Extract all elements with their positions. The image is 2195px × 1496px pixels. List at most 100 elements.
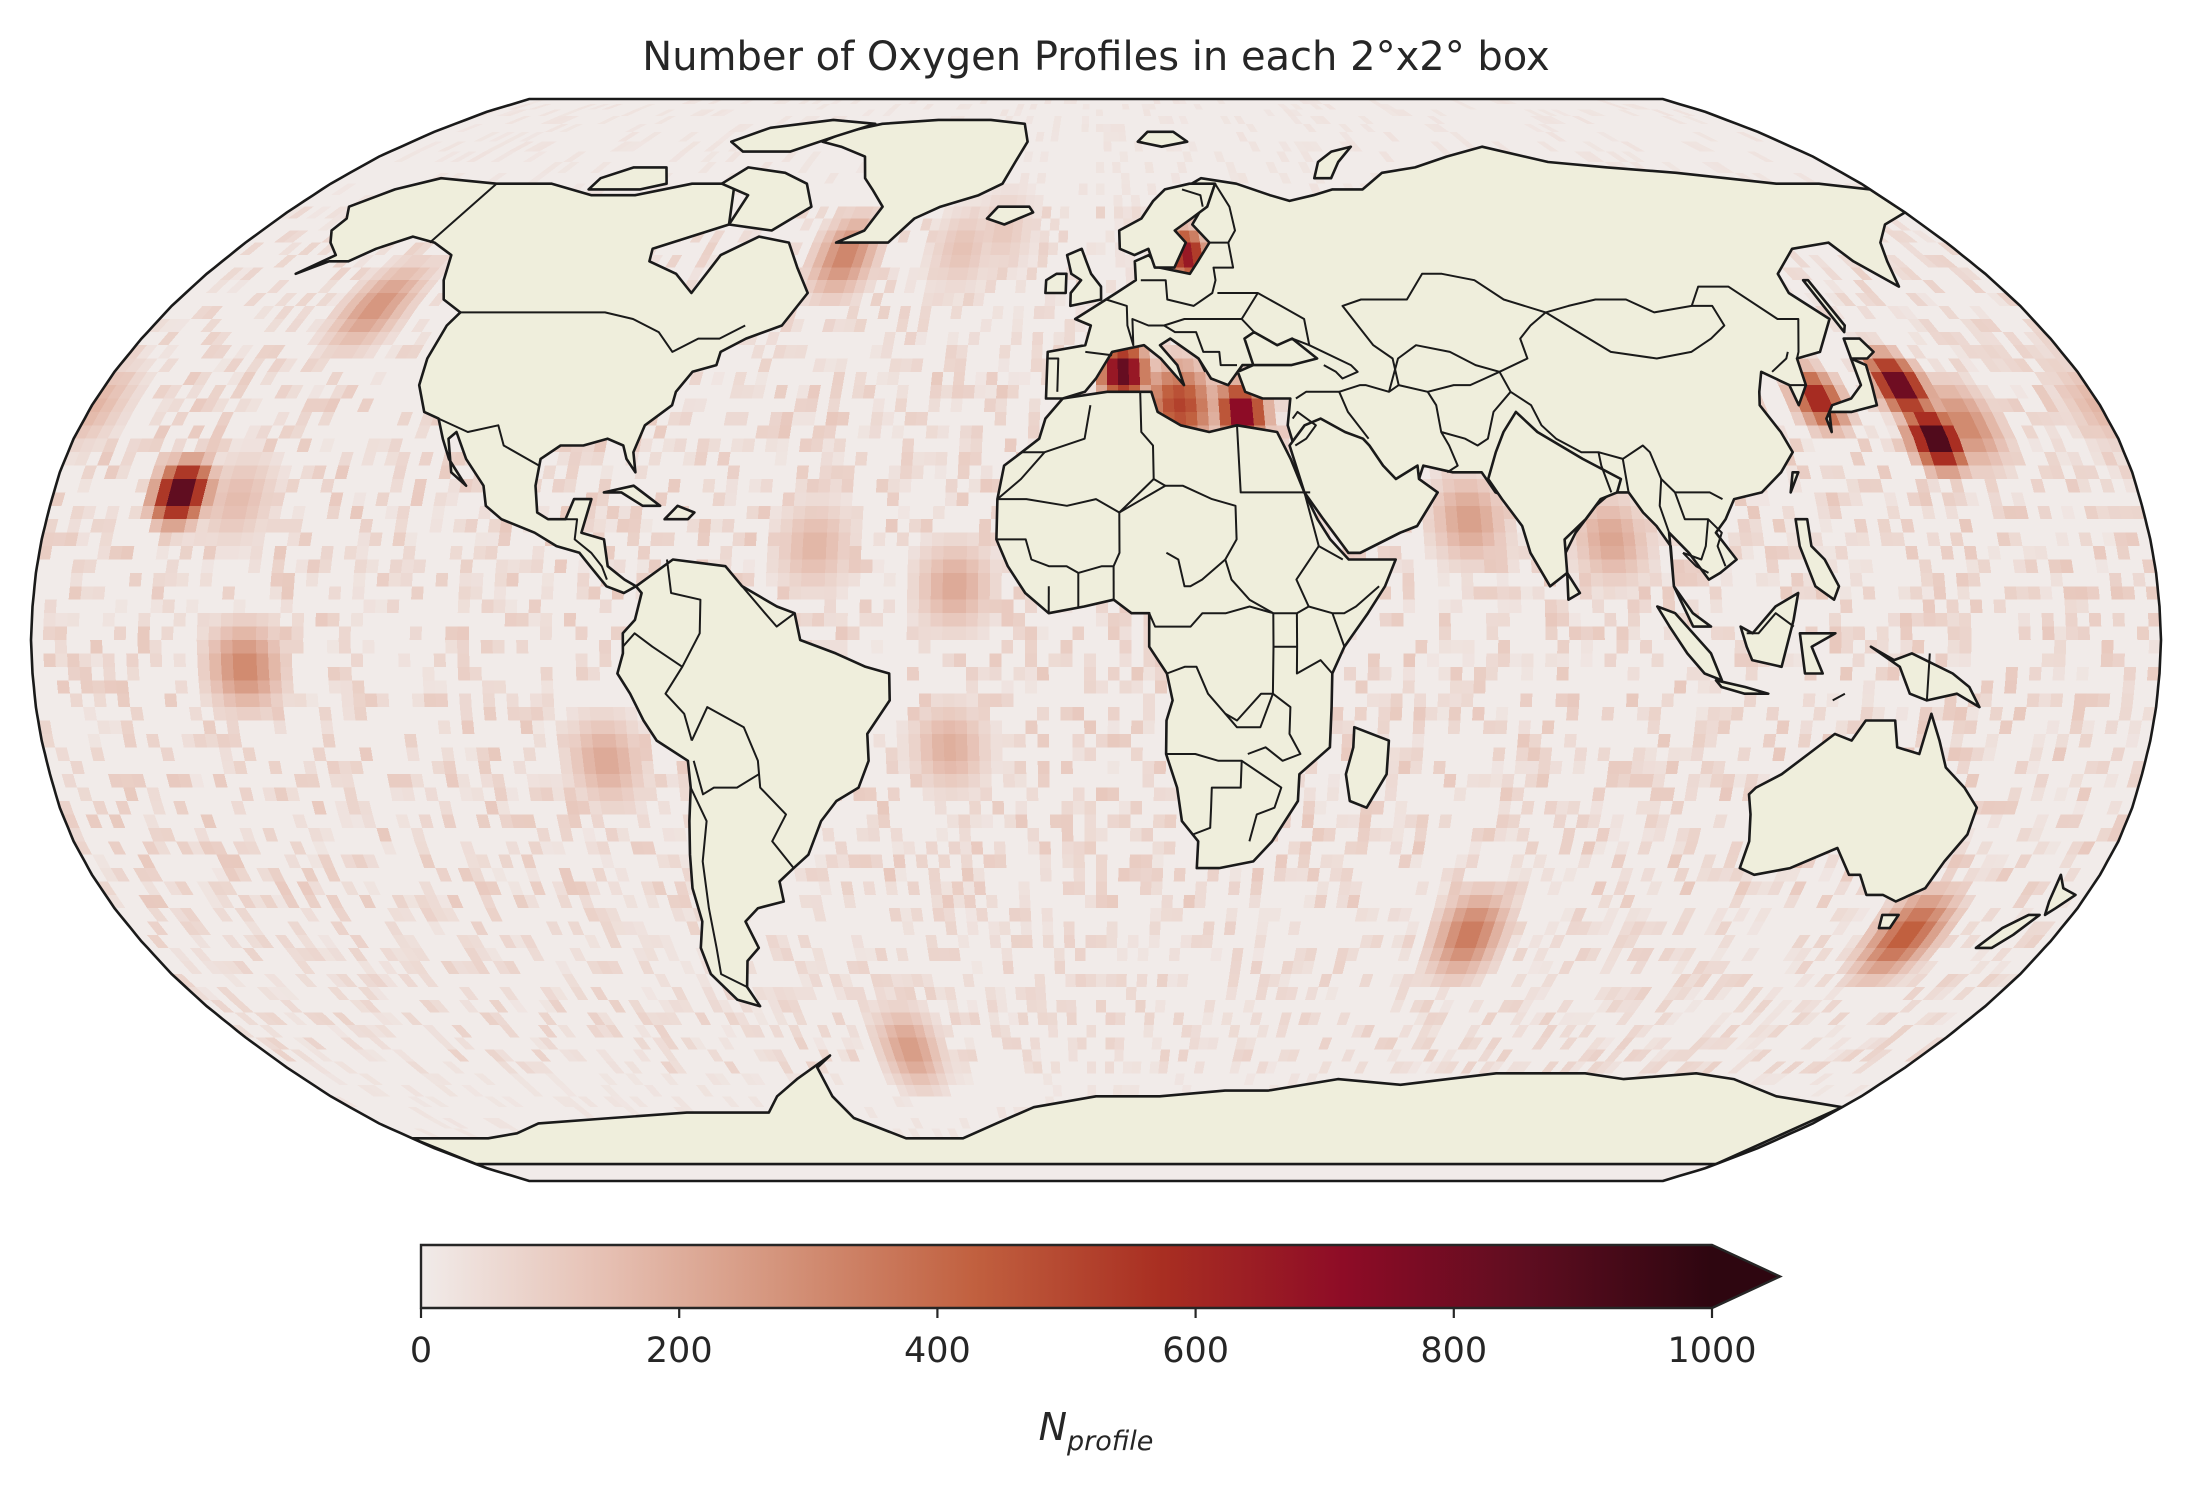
heatmap-cell <box>1303 787 1316 801</box>
heatmap-cell <box>1509 599 1522 614</box>
heatmap-cell <box>308 1049 334 1062</box>
heatmap-cell <box>2037 465 2054 479</box>
heatmap-cell <box>1335 894 1350 909</box>
heatmap-cell <box>657 999 675 1013</box>
heatmap-cell <box>1944 505 1959 520</box>
heatmap-cell <box>932 505 945 520</box>
heatmap-cell <box>872 559 885 573</box>
heatmap-cell <box>296 934 317 948</box>
heatmap-cell <box>128 505 143 520</box>
heatmap-cell <box>1657 733 1671 748</box>
heatmap-cell <box>1976 974 2000 987</box>
heatmap-cell <box>1947 640 1960 654</box>
heatmap-cell <box>845 1024 860 1038</box>
heatmap-cell <box>1651 653 1664 667</box>
heatmap-cell <box>606 760 620 775</box>
heatmap-cell <box>859 854 873 869</box>
heatmap-cell <box>340 385 359 399</box>
heatmap-cell <box>449 546 463 560</box>
heatmap-cell <box>343 546 358 560</box>
heatmap-cell <box>1171 908 1184 922</box>
heatmap-cell <box>1465 854 1480 869</box>
heatmap-cell <box>442 1061 465 1074</box>
heatmap-cell <box>1883 492 1898 506</box>
heatmap-cell <box>1398 1024 1414 1038</box>
heatmap-cell <box>1948 908 1969 922</box>
heatmap-cell <box>522 747 537 761</box>
heatmap-cell <box>90 747 105 761</box>
heatmap-cell <box>2051 398 2071 412</box>
heatmap-cell <box>930 1084 943 1097</box>
heatmap-cell <box>350 653 364 667</box>
heatmap-cell <box>471 961 491 975</box>
heatmap-cell <box>662 532 675 547</box>
heatmap-cell <box>405 747 420 761</box>
heatmap-cell <box>1619 894 1636 909</box>
heatmap-cell <box>1730 707 1744 721</box>
heatmap-cell <box>1506 868 1522 882</box>
heatmap-cell <box>1473 680 1486 694</box>
heatmap-cell <box>1036 666 1049 681</box>
heatmap-cell <box>1831 1049 1856 1062</box>
heatmap-cell <box>125 438 142 453</box>
heatmap-cell <box>625 720 639 734</box>
heatmap-cell <box>162 599 175 614</box>
heatmap-cell <box>1433 934 1448 948</box>
heatmap-cell <box>1590 572 1604 587</box>
heatmap-cell <box>667 411 682 426</box>
heatmap-cell <box>539 626 552 640</box>
heatmap-cell <box>1906 345 1927 359</box>
heatmap-cell <box>1833 881 1852 895</box>
heatmap-cell <box>1163 841 1176 855</box>
heatmap-cell <box>1712 961 1731 975</box>
heatmap-cell <box>666 774 680 788</box>
heatmap-cell <box>1027 841 1040 855</box>
heatmap-cell <box>1125 987 1137 1000</box>
heatmap-cell <box>1848 492 1864 506</box>
heatmap-cell <box>894 398 908 412</box>
heatmap-cell <box>1949 532 1964 547</box>
heatmap-cell <box>968 332 981 346</box>
heatmap-cell <box>200 452 217 466</box>
heatmap-cell <box>806 479 820 493</box>
heatmap-cell <box>328 586 342 600</box>
heatmap-cell <box>1314 801 1327 815</box>
heatmap-cell <box>1572 760 1586 775</box>
heatmap-cell <box>478 760 492 775</box>
heatmap-cell <box>2034 358 2056 372</box>
heatmap-cell <box>368 1037 392 1050</box>
heatmap-cell <box>177 452 194 466</box>
heatmap-cell <box>935 452 948 466</box>
heatmap-cell <box>485 881 502 895</box>
heatmap-cell <box>312 398 330 412</box>
heatmap-cell <box>934 987 947 1000</box>
heatmap-cell <box>1759 1012 1782 1025</box>
heatmap-cell <box>979 774 992 788</box>
heatmap-cell <box>1521 666 1534 681</box>
heatmap-cell <box>1990 947 2013 961</box>
heatmap-cell <box>1050 814 1062 828</box>
heatmap-cell <box>837 546 850 560</box>
heatmap-cell <box>1084 814 1096 828</box>
heatmap-cell <box>412 479 427 493</box>
heatmap-cell <box>1829 640 1842 654</box>
heatmap-cell <box>222 961 244 975</box>
heatmap-cell <box>990 720 1003 734</box>
heatmap-cell <box>1256 1024 1270 1038</box>
heatmap-cell <box>1105 1012 1116 1025</box>
heatmap-cell <box>464 854 481 869</box>
heatmap-cell <box>1720 572 1733 587</box>
heatmap-cell <box>978 707 991 721</box>
heatmap-cell <box>1788 1012 1811 1025</box>
heatmap-cell <box>890 1012 904 1025</box>
heatmap-cell <box>836 411 850 426</box>
heatmap-cell <box>55 613 68 627</box>
heatmap-cell <box>370 332 390 346</box>
heatmap-cell <box>1478 774 1492 788</box>
heatmap-cell <box>99 868 119 882</box>
heatmap-cell <box>233 868 252 882</box>
heatmap-cell <box>2039 586 2053 600</box>
heatmap-cell <box>1614 1037 1635 1050</box>
heatmap-cell <box>2055 371 2076 386</box>
heatmap-cell <box>962 1073 975 1085</box>
